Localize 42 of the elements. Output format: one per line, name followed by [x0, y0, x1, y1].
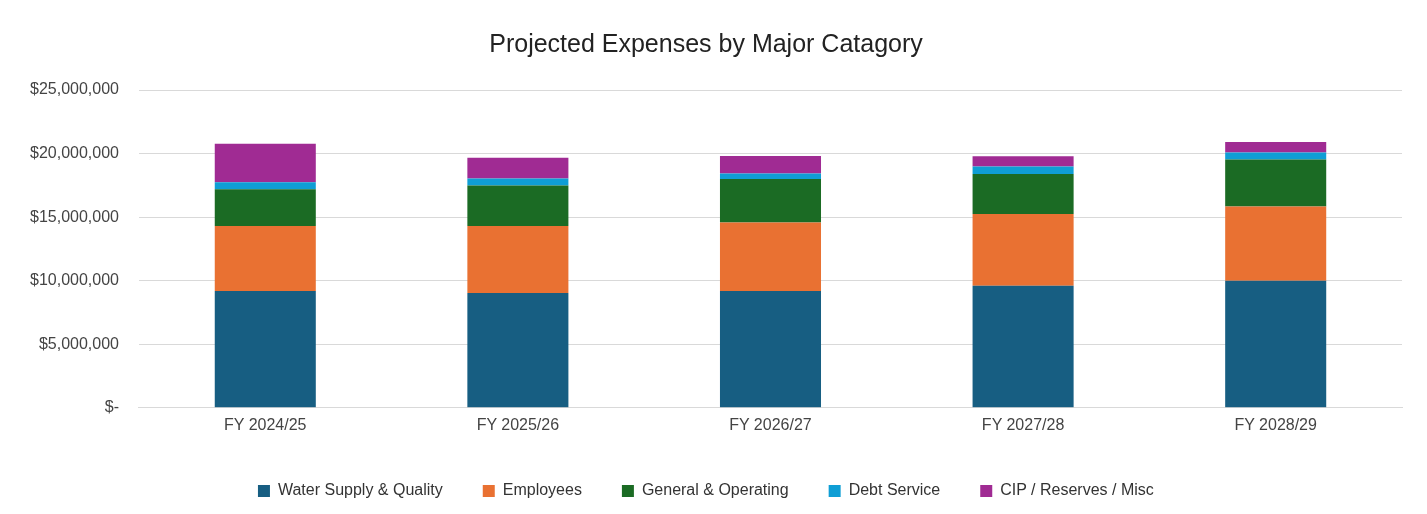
bar — [1225, 159, 1327, 207]
bar — [214, 226, 316, 292]
x-tick-label: FY 2028/29 — [1234, 415, 1318, 433]
bar — [972, 156, 1074, 167]
bar — [1225, 280, 1327, 408]
bar — [467, 178, 569, 186]
x-tick-label: FY 2024/25 — [224, 415, 307, 433]
bar — [467, 226, 569, 294]
bar — [719, 178, 822, 223]
x-tick-label: FY 2025/26 — [476, 415, 560, 433]
bar — [1225, 142, 1327, 153]
bar — [467, 185, 569, 227]
bar — [214, 182, 316, 190]
bar — [972, 166, 1074, 174]
y-tick-label: $15,000,000 — [29, 207, 120, 225]
bar — [719, 222, 822, 292]
bar — [719, 291, 822, 408]
bar — [214, 291, 316, 408]
bar — [1225, 206, 1327, 281]
y-tick-label: $5,000,000 — [38, 334, 120, 352]
legend-label: Debt Service — [848, 481, 941, 499]
bar — [719, 156, 822, 174]
bar — [1225, 152, 1327, 160]
x-tick-label: FY 2027/28 — [981, 415, 1065, 433]
y-tick-label: $20,000,000 — [29, 143, 120, 161]
chart-title: Projected Expenses by Major Catagory — [489, 28, 924, 57]
bar — [214, 143, 316, 183]
y-tick-label: $10,000,000 — [29, 271, 120, 289]
legend-label: CIP / Reserves / Misc — [1000, 481, 1154, 499]
legend-label: General & Operating — [641, 481, 789, 499]
legend-label: Water Supply & Quality — [277, 481, 443, 499]
bar — [467, 157, 569, 179]
bar — [719, 173, 822, 179]
y-tick-label: $- — [104, 398, 119, 416]
bar — [972, 213, 1074, 286]
bar — [972, 285, 1074, 408]
bar — [214, 189, 316, 227]
bar — [972, 173, 1074, 214]
legend-label: Employees — [502, 481, 582, 499]
y-tick-label: $25,000,000 — [29, 80, 120, 98]
bar — [467, 293, 569, 408]
x-tick-label: FY 2026/27 — [729, 415, 812, 433]
